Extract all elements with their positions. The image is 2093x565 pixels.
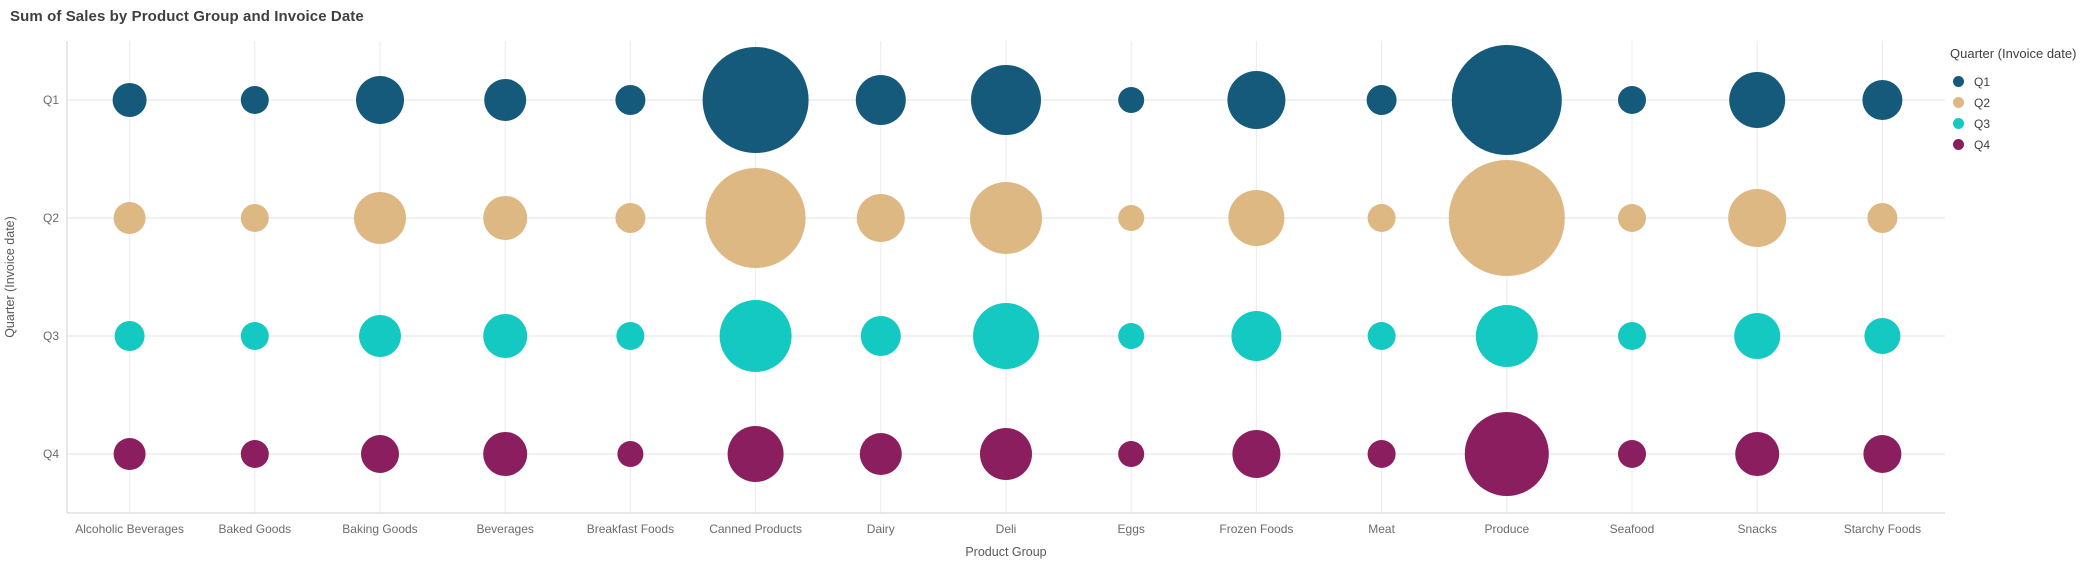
bubble[interactable] — [1475, 305, 1538, 367]
x-tick-label: Baking Goods — [342, 522, 417, 536]
bubble[interactable] — [483, 314, 528, 358]
bubble[interactable] — [1367, 204, 1396, 232]
x-tick-label: Eggs — [1118, 522, 1145, 536]
bubble[interactable] — [1735, 432, 1780, 476]
bubble[interactable] — [1366, 85, 1397, 115]
bubble[interactable] — [1728, 189, 1787, 247]
x-tick-label: Deli — [996, 522, 1017, 536]
bubble[interactable] — [1367, 322, 1396, 350]
bubble[interactable] — [615, 85, 646, 115]
bubble[interactable] — [356, 76, 404, 124]
bubble[interactable] — [240, 204, 269, 232]
bubble[interactable] — [1118, 323, 1145, 349]
bubble[interactable] — [727, 426, 784, 482]
x-tick-label: Alcoholic Beverages — [75, 522, 184, 536]
legend: Quarter (Invoice date) Q1 Q2 Q3 Q4 — [1950, 46, 2093, 155]
legend-title: Quarter (Invoice date) — [1950, 46, 2077, 61]
bubble[interactable] — [855, 75, 906, 125]
x-tick-label: Frozen Foods — [1219, 522, 1293, 536]
bubble[interactable] — [617, 441, 644, 467]
bubble[interactable] — [1734, 313, 1781, 359]
legend-color-dot — [1953, 118, 1964, 129]
bubble[interactable] — [1231, 311, 1282, 361]
y-axis-title: Quarter (Invoice date) — [3, 216, 17, 338]
bubble[interactable] — [1228, 190, 1285, 246]
x-tick-label: Starchy Foods — [1844, 522, 1921, 536]
bubble[interactable] — [1618, 86, 1646, 114]
bubble[interactable] — [240, 86, 269, 114]
legend-item-label: Q3 — [1974, 116, 1991, 131]
bubble[interactable] — [973, 303, 1039, 369]
x-tick-label: Beverages — [477, 522, 534, 536]
bubble[interactable] — [483, 432, 528, 476]
legend-item-q4[interactable]: Q4 — [1950, 134, 2093, 155]
bubble[interactable] — [1448, 160, 1565, 276]
legend-items: Q1 Q2 Q3 Q4 — [1950, 71, 2093, 155]
bubble[interactable] — [1232, 430, 1281, 478]
x-tick-label: Meat — [1368, 522, 1395, 536]
x-axis-title: Product Group — [965, 545, 1046, 559]
legend-color-dot — [1953, 139, 1964, 150]
bubble[interactable] — [1618, 204, 1646, 232]
bubble[interactable] — [113, 202, 146, 234]
bubble[interactable] — [1618, 440, 1646, 468]
bubble[interactable] — [970, 182, 1042, 254]
chart-title: Sum of Sales by Product Group and Invoic… — [10, 8, 364, 25]
bubble[interactable] — [719, 300, 792, 372]
bubble[interactable] — [615, 203, 646, 233]
x-tick-label: Baked Goods — [218, 522, 291, 536]
bubble[interactable] — [114, 321, 145, 351]
x-tick-label: Breakfast Foods — [587, 522, 674, 536]
bubble[interactable] — [484, 79, 527, 121]
bubble[interactable] — [1118, 441, 1145, 467]
x-tick-label: Dairy — [867, 522, 895, 536]
legend-item-q1[interactable]: Q1 — [1950, 71, 2093, 92]
bubble[interactable] — [1118, 205, 1145, 231]
bubble[interactable] — [1451, 45, 1562, 155]
bubble[interactable] — [1863, 435, 1902, 473]
bubble[interactable] — [856, 194, 905, 242]
legend-color-dot — [1953, 76, 1964, 87]
y-tick-label: Q3 — [43, 329, 59, 343]
y-tick-label: Q1 — [43, 93, 59, 107]
x-tick-label: Snacks — [1738, 522, 1777, 536]
bubble[interactable] — [240, 322, 269, 350]
bubble[interactable] — [616, 322, 645, 350]
legend-color-dot — [1953, 97, 1964, 108]
bubble[interactable] — [1729, 72, 1786, 128]
bubble[interactable] — [1227, 71, 1286, 129]
bubble[interactable] — [1618, 322, 1646, 350]
bubble[interactable] — [112, 83, 147, 117]
legend-item-label: Q4 — [1974, 137, 1991, 152]
legend-item-q2[interactable]: Q2 — [1950, 92, 2093, 113]
bubble[interactable] — [359, 315, 401, 357]
bubble[interactable] — [705, 168, 806, 268]
bubble[interactable] — [361, 435, 399, 473]
bubble[interactable] — [1864, 318, 1901, 354]
legend-item-q3[interactable]: Q3 — [1950, 113, 2093, 134]
x-tick-label: Seafood — [1610, 522, 1655, 536]
bubble[interactable] — [1862, 80, 1903, 120]
y-tick-label: Q2 — [43, 211, 59, 225]
x-tick-label: Produce — [1484, 522, 1529, 536]
bubble[interactable] — [354, 192, 406, 244]
bubble[interactable] — [980, 428, 1032, 480]
bubble[interactable] — [971, 65, 1041, 135]
bubble[interactable] — [483, 196, 528, 240]
bubble[interactable] — [1464, 412, 1549, 496]
y-tick-label: Q4 — [43, 447, 59, 461]
bubble[interactable] — [1867, 203, 1898, 233]
bubble[interactable] — [1367, 440, 1396, 468]
legend-item-label: Q2 — [1974, 95, 1991, 110]
bubble[interactable] — [859, 433, 902, 475]
bubble[interactable] — [1118, 87, 1145, 113]
legend-item-label: Q1 — [1974, 74, 1991, 89]
x-tick-label: Canned Products — [709, 522, 802, 536]
bubble[interactable] — [240, 440, 269, 468]
bubble[interactable] — [113, 438, 146, 470]
bubble[interactable] — [860, 316, 901, 356]
bubble[interactable] — [702, 47, 809, 153]
